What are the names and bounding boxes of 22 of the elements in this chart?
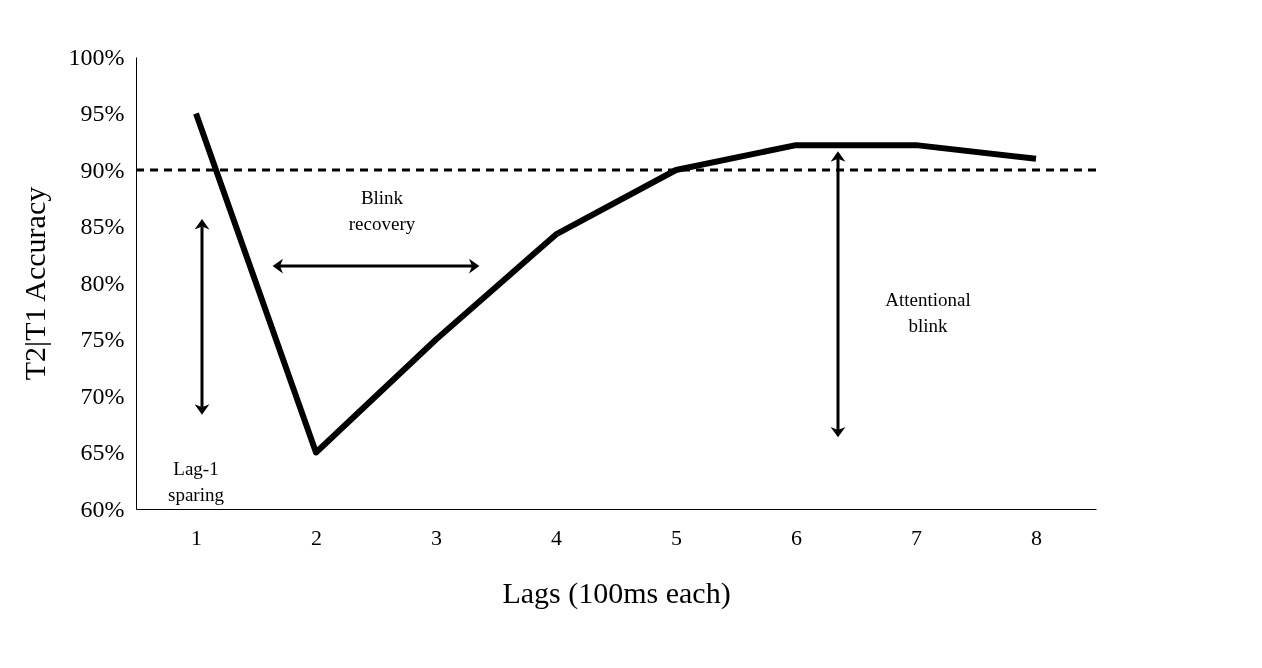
y-tick-label: 90% [80,156,125,183]
y-tick-label: 75% [80,326,125,352]
y-tick-label: 95% [80,100,125,126]
y-tick-label: 65% [80,439,125,465]
x-tick-label: 3 [431,524,442,550]
y-tick-label: 100% [68,43,125,70]
y-tick-label: 70% [80,382,125,409]
x-tick-label: 2 [311,524,322,550]
x-tick-label: 7 [911,524,922,550]
x-tick-label: 1 [191,524,202,550]
annotation: Attentional blink [885,288,971,336]
y-tick-label: 80% [80,269,125,296]
x-tick-label: 5 [671,524,682,550]
annotation: Lag-1 sparing [168,458,225,506]
x-tick-label: 6 [791,524,802,550]
annotation: Blink recovery [348,187,416,235]
y-tick-label: 60% [80,495,125,522]
x-axis-title: Lags (100ms each) [502,575,731,610]
y-axis-title: T2|T1 Accuracy [17,186,51,381]
x-tick-label: 8 [1031,524,1042,550]
y-tick-label: 85% [80,213,125,239]
x-tick-label: 4 [551,524,562,550]
